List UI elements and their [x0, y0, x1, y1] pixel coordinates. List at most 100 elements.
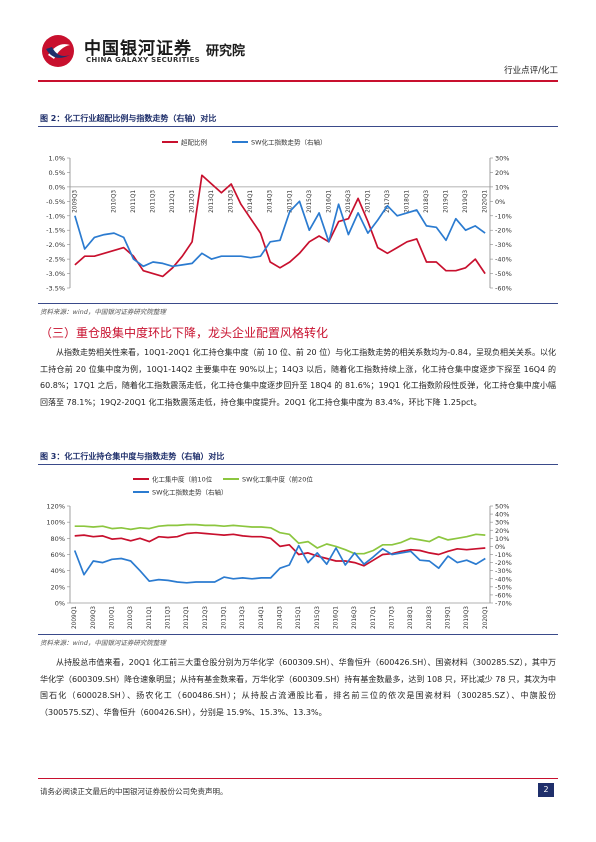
fig3-x-tick-label: 2017Q1 — [371, 606, 377, 629]
fig2-x-tick-label: 2013Q1 — [209, 190, 215, 213]
fig3-legend-label: 化工集中度（前10位 — [152, 475, 213, 484]
figure-2-title: 图 2：化工行业超配比例与指数走势（右轴）对比 — [40, 114, 217, 123]
fig3-right-tick-label: 50% — [495, 503, 509, 511]
fig3-series-line-0 — [74, 531, 486, 567]
fig2-x-tick-label: 2013Q3 — [229, 190, 235, 213]
fig3-x-tick-label: 2015Q1 — [296, 606, 302, 629]
holdings-paragraph: 从持股总市值来看，20Q1 化工前三大重仓股分别为万华化学（600309.SH）… — [40, 655, 556, 721]
fig2-x-tick-label: 2016Q1 — [326, 190, 332, 213]
fig2-x-tick-label: 2014Q3 — [268, 190, 274, 213]
fig3-x-tick-label: 2013Q1 — [222, 606, 228, 629]
fig3-series-line-1 — [74, 523, 486, 555]
footer-disclaimer: 请务必阅读正文最后的中国银河证券股份公司免责声明。 — [40, 787, 228, 796]
galaxy-logo-icon — [42, 35, 74, 67]
fig3-right-tick-label: -60% — [495, 591, 512, 599]
fig3-series-line-2 — [73, 544, 486, 584]
fig3-x-tick-label: 2018Q3 — [427, 606, 433, 629]
fig2-left-tick-label: -3.5% — [46, 285, 65, 293]
fig2-x-tick-label: 2019Q1 — [444, 190, 450, 213]
fig3-legend-label: SW化工集中度（前20位 — [242, 475, 313, 484]
fig3-x-tick-label: 2019Q1 — [446, 606, 452, 629]
holdings-paragraph-text: 从持股总市值来看，20Q1 化工前三大重仓股分别为万华化学（600309.SH）… — [40, 658, 556, 717]
fig2-left-tick-label: -3.0% — [46, 270, 65, 278]
fig2-x-tick-label: 2014Q1 — [248, 190, 254, 213]
figure-3-title: 图 3：化工行业持仓集中度与指数走势（右轴）对比 — [40, 452, 225, 461]
brand-name-cn: 中国银河证券 — [84, 39, 192, 59]
fig2-left-tick-label: -2.0% — [46, 241, 65, 249]
fig2-right-tick-label: -60% — [495, 285, 512, 293]
fig3-left-tick-label: 120% — [46, 503, 65, 511]
fig3-left-tick-label: 0% — [55, 600, 65, 608]
footer-divider — [38, 778, 558, 779]
fig2-x-tick-label: 2012Q3 — [190, 190, 196, 213]
fig2-x-tick-label: 2019Q3 — [463, 190, 469, 213]
fig2-left-tick-label: 0.5% — [48, 169, 65, 177]
fig3-x-tick-label: 2016Q1 — [334, 606, 340, 629]
fig3-x-tick-label: 2014Q1 — [259, 606, 265, 629]
figure-3-source: 资料来源：wind，中国银河证券研究院整理 — [40, 639, 166, 647]
fig2-left-tick-label: -0.5% — [46, 198, 65, 206]
fig2-right-tick-label: 30% — [495, 155, 509, 163]
fig3-right-tick-label: 40% — [495, 511, 509, 519]
fig3-left-tick-label: 20% — [51, 583, 65, 591]
section-paragraph-text: 从指数走势相关性来看，10Q1-20Q1 化工持仓集中度（前 10 位、前 20… — [40, 348, 556, 407]
fig2-series-line-0 — [74, 174, 486, 278]
figure-2-bottom-rule — [38, 303, 558, 304]
document-category: 行业点评/化工 — [504, 66, 558, 76]
fig3-x-tick-label: 2010Q1 — [110, 606, 116, 629]
fig2-right-tick-label: 20% — [495, 169, 509, 177]
figure-2-top-rule — [38, 126, 558, 127]
brand-institute: 研究院 — [206, 44, 246, 59]
section-paragraph: 从指数走势相关性来看，10Q1-20Q1 化工持仓集中度（前 10 位、前 20… — [40, 345, 556, 411]
fig2-legend-label: SW化工指数走势（右轴） — [251, 138, 327, 147]
fig2-left-tick-label: -2.5% — [46, 256, 65, 264]
fig2-x-tick-label: 2017Q3 — [385, 190, 391, 213]
fig2-x-tick-label: 2009Q3 — [72, 190, 78, 213]
fig2-x-tick-label: 2018Q1 — [404, 190, 410, 213]
fig2-left-tick-label: -1.0% — [46, 212, 65, 220]
page-number: 2 — [538, 783, 554, 797]
fig2-x-tick-label: 2015Q1 — [287, 190, 293, 213]
fig2-right-tick-label: -10% — [495, 212, 512, 220]
fig3-x-tick-label: 2009Q3 — [91, 606, 97, 629]
figure-3-chart: 120%100%80%60%40%20%0%50%40%30%20%10%0%-… — [46, 475, 512, 630]
fig2-x-tick-label: 2011Q1 — [131, 190, 137, 213]
fig2-x-tick-label: 2012Q1 — [170, 190, 176, 213]
fig2-x-tick-label: 2018Q3 — [424, 190, 430, 213]
fig3-x-tick-label: 2012Q3 — [203, 606, 209, 629]
fig3-left-tick-label: 100% — [46, 519, 65, 527]
header-divider — [38, 80, 558, 82]
fig2-x-tick-label: 2016Q3 — [346, 190, 352, 213]
figure-2-source: 资料来源：wind，中国银河证券研究院整理 — [40, 308, 166, 316]
fig3-right-tick-label: 20% — [495, 527, 509, 535]
fig3-x-tick-label: 2009Q1 — [72, 606, 78, 629]
fig3-right-tick-label: -70% — [495, 600, 512, 608]
fig3-x-tick-label: 2018Q1 — [408, 606, 414, 629]
fig2-x-tick-label: 2011Q3 — [151, 190, 157, 213]
fig3-left-tick-label: 60% — [51, 551, 65, 559]
fig3-right-tick-label: -30% — [495, 567, 512, 575]
fig2-right-tick-label: -40% — [495, 256, 512, 264]
figure-2-chart: 1.0% 0.5% 0.0% -0.5% -1.0% -1.5% -2.0% -2.5% -3.… — [46, 138, 512, 293]
fig3-x-tick-label: 2016Q3 — [352, 606, 358, 629]
fig3-x-tick-label: 2012Q1 — [184, 606, 190, 629]
fig2-x-tick-label: 2010Q3 — [111, 190, 117, 213]
fig2-right-tick-label: 0% — [495, 198, 505, 206]
fig3-right-tick-label: 0% — [495, 543, 505, 551]
fig3-x-tick-label: 2014Q3 — [278, 606, 284, 629]
fig3-left-tick-label: 80% — [51, 535, 65, 543]
fig3-right-tick-label: -20% — [495, 559, 512, 567]
brand-name-en: CHINA GALAXY SECURITIES — [86, 56, 200, 64]
fig2-right-tick-label: -50% — [495, 270, 512, 278]
fig3-legend-label: SW化工指数走势（右轴） — [152, 488, 228, 497]
fig2-right-tick-label: 10% — [495, 183, 509, 191]
figure-3-top-rule — [38, 464, 558, 465]
fig3-x-tick-label: 2015Q3 — [315, 606, 321, 629]
fig3-x-tick-label: 2011Q1 — [147, 606, 153, 629]
fig2-x-tick-label: 2015Q3 — [307, 190, 313, 213]
fig3-right-tick-label: -40% — [495, 575, 512, 583]
fig2-left-tick-label: 0.0% — [48, 183, 65, 191]
fig3-x-tick-label: 2010Q3 — [128, 606, 134, 629]
fig3-x-tick-label: 2011Q3 — [166, 606, 172, 629]
fig3-x-tick-label: 2017Q3 — [390, 606, 396, 629]
